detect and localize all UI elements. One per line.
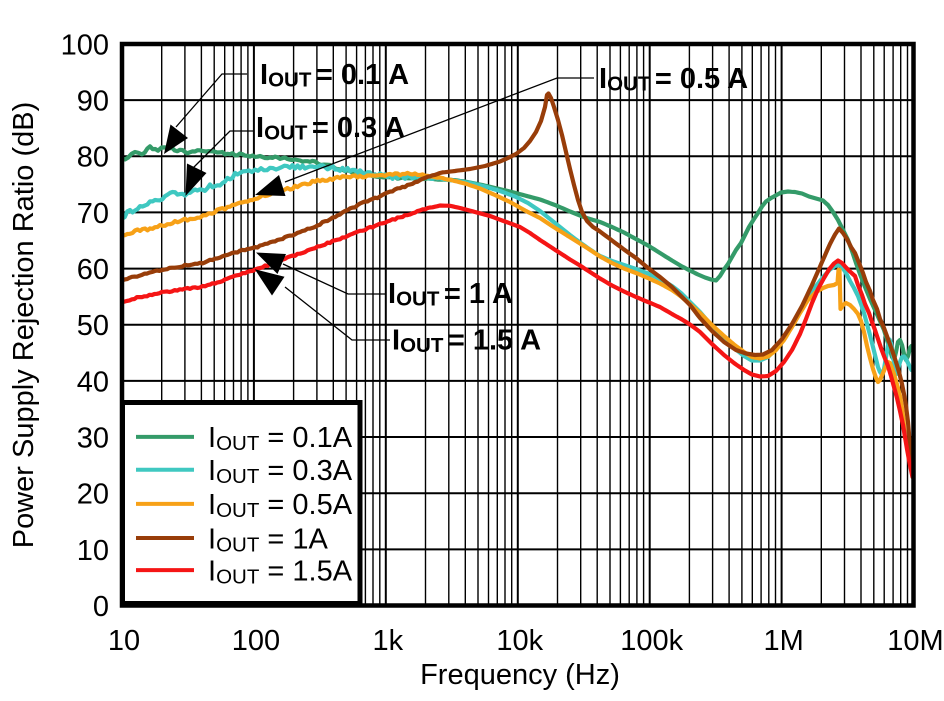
svg-text:1k: 1k [372,625,403,657]
svg-text:IOUT = 0.5A: IOUT = 0.5A [208,489,353,522]
svg-text:1M: 1M [763,625,803,657]
svg-text:Frequency (Hz): Frequency (Hz) [420,659,620,691]
svg-text:60: 60 [77,254,109,286]
svg-text:IOUT= 0.3 A: IOUT = 0.3 A [256,112,405,145]
svg-text:0: 0 [93,591,109,623]
svg-text:100: 100 [232,625,280,657]
svg-text:10M: 10M [887,625,943,657]
svg-text:20: 20 [77,479,109,511]
svg-text:10: 10 [108,625,140,657]
svg-text:80: 80 [77,142,109,174]
svg-text:Power Supply Rejection Ratio (: Power Supply Rejection Ratio (dB) [8,102,40,548]
svg-text:IOUT = 0.1A: IOUT = 0.1A [208,422,353,455]
svg-text:10k: 10k [496,625,543,657]
svg-text:50: 50 [77,310,109,342]
svg-text:IOUT = 0.3A: IOUT = 0.3A [208,455,353,488]
svg-text:70: 70 [77,198,109,230]
svg-text:40: 40 [77,366,109,398]
svg-text:100k: 100k [620,625,683,657]
svg-text:100: 100 [61,29,109,61]
svg-text:10: 10 [77,535,109,567]
svg-text:90: 90 [77,86,109,118]
svg-text:IOUT= 0.5 A: IOUT = 0.5 A [599,63,748,96]
svg-text:30: 30 [77,422,109,454]
